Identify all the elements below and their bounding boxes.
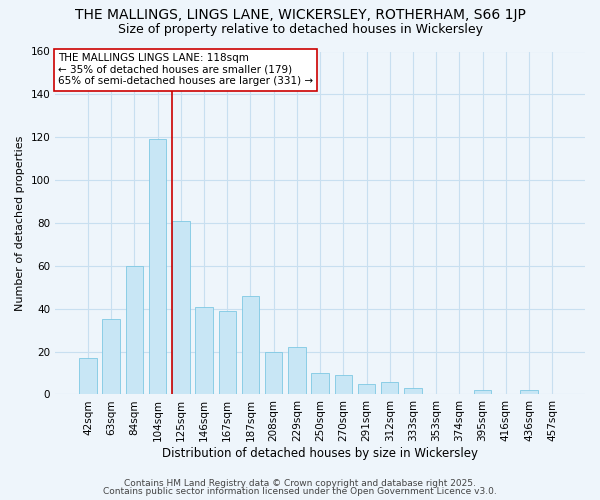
- X-axis label: Distribution of detached houses by size in Wickersley: Distribution of detached houses by size …: [162, 447, 478, 460]
- Text: THE MALLINGS LINGS LANE: 118sqm
← 35% of detached houses are smaller (179)
65% o: THE MALLINGS LINGS LANE: 118sqm ← 35% of…: [58, 53, 313, 86]
- Bar: [358, 384, 375, 394]
- Bar: [172, 221, 190, 394]
- Bar: [242, 296, 259, 394]
- Text: Contains public sector information licensed under the Open Government Licence v3: Contains public sector information licen…: [103, 487, 497, 496]
- Bar: [404, 388, 422, 394]
- Bar: [520, 390, 538, 394]
- Bar: [265, 352, 283, 395]
- Bar: [196, 306, 213, 394]
- Bar: [149, 140, 166, 394]
- Text: Contains HM Land Registry data © Crown copyright and database right 2025.: Contains HM Land Registry data © Crown c…: [124, 478, 476, 488]
- Bar: [218, 311, 236, 394]
- Y-axis label: Number of detached properties: Number of detached properties: [15, 136, 25, 310]
- Bar: [125, 266, 143, 394]
- Bar: [335, 375, 352, 394]
- Bar: [474, 390, 491, 394]
- Bar: [79, 358, 97, 395]
- Bar: [103, 320, 120, 394]
- Text: Size of property relative to detached houses in Wickersley: Size of property relative to detached ho…: [118, 22, 482, 36]
- Text: THE MALLINGS, LINGS LANE, WICKERSLEY, ROTHERHAM, S66 1JP: THE MALLINGS, LINGS LANE, WICKERSLEY, RO…: [74, 8, 526, 22]
- Bar: [288, 348, 305, 395]
- Bar: [381, 382, 398, 394]
- Bar: [311, 373, 329, 394]
